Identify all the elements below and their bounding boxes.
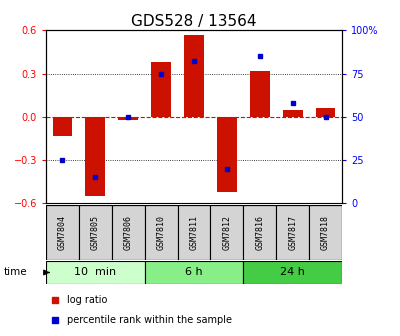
Title: GDS528 / 13564: GDS528 / 13564 [131,14,257,29]
Bar [46,261,145,284]
Bar [145,261,243,284]
Text: GSM7810: GSM7810 [157,215,166,250]
Bar [118,117,138,120]
Text: 10  min: 10 min [74,267,116,278]
Text: GSM7805: GSM7805 [91,215,100,250]
Bar [151,62,171,117]
Bar [46,205,79,260]
Bar [210,205,243,260]
Text: GSM7816: GSM7816 [255,215,264,250]
Bar [178,205,210,260]
Bar [112,205,145,260]
Text: GSM7806: GSM7806 [124,215,133,250]
Bar [184,35,204,117]
Text: GSM7804: GSM7804 [58,215,67,250]
Text: log ratio: log ratio [67,295,107,305]
Bar [276,205,309,260]
Bar [86,117,105,196]
Text: percentile rank within the sample: percentile rank within the sample [67,315,232,325]
Bar [250,71,270,117]
Bar [52,117,72,135]
Text: GSM7812: GSM7812 [222,215,231,250]
Text: 6 h: 6 h [185,267,203,278]
Bar [283,110,302,117]
Text: time: time [4,267,28,278]
Bar [145,205,178,260]
Text: GSM7811: GSM7811 [190,215,198,250]
Text: GSM7818: GSM7818 [321,215,330,250]
Text: 24 h: 24 h [280,267,305,278]
Bar [243,205,276,260]
Bar [243,261,342,284]
Bar [79,205,112,260]
Text: GSM7817: GSM7817 [288,215,297,250]
Bar [217,117,237,192]
Bar [316,108,336,117]
Bar [309,205,342,260]
